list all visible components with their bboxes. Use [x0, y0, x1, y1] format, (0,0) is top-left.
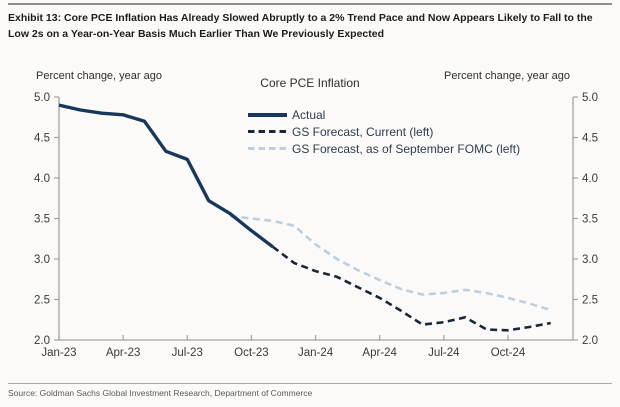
svg-text:2.5: 2.5	[34, 295, 50, 307]
legend-row-actual: Actual	[248, 106, 520, 123]
legend-label-actual: Actual	[292, 107, 326, 122]
svg-text:Jan-24: Jan-24	[298, 347, 334, 359]
svg-text:2.5: 2.5	[582, 295, 598, 307]
svg-text:Oct-24: Oct-24	[491, 347, 526, 359]
svg-text:Jul-23: Jul-23	[172, 347, 203, 359]
svg-text:5.0: 5.0	[34, 92, 50, 104]
legend: Actual GS Forecast, Current (left) GS Fo…	[248, 106, 520, 157]
source-text: Source: Goldman Sachs Global Investment …	[8, 388, 313, 398]
svg-text:Oct-23: Oct-23	[234, 347, 269, 359]
gs-september-fomc-line-swatch	[248, 146, 287, 151]
svg-text:2.0: 2.0	[582, 335, 598, 347]
svg-text:Jul-24: Jul-24	[428, 347, 460, 359]
top-divider	[8, 3, 612, 5]
legend-row-gs-current: GS Forecast, Current (left)	[248, 123, 520, 140]
actual-line-swatch	[248, 112, 287, 117]
svg-text:4.5: 4.5	[34, 133, 50, 145]
legend-row-gs-september-fomc: GS Forecast, as of September FOMC (left)	[248, 140, 520, 157]
left-axis-title: Percent change, year ago	[36, 70, 162, 82]
svg-text:4.0: 4.0	[34, 173, 50, 185]
right-axis-title: Percent change, year ago	[444, 70, 570, 82]
svg-text:Apr-23: Apr-23	[106, 347, 141, 359]
svg-text:3.5: 3.5	[34, 214, 50, 226]
chart-title: Core PCE Inflation	[260, 76, 360, 90]
svg-text:3.0: 3.0	[34, 254, 50, 266]
legend-label-gs-september-fomc: GS Forecast, as of September FOMC (left)	[292, 141, 521, 156]
svg-text:4.5: 4.5	[582, 133, 598, 145]
svg-text:Apr-24: Apr-24	[362, 347, 397, 359]
svg-text:2.0: 2.0	[34, 335, 50, 347]
bottom-divider	[8, 383, 612, 384]
svg-text:5.0: 5.0	[582, 92, 598, 104]
svg-text:4.0: 4.0	[582, 173, 598, 185]
gs-current-line-swatch	[248, 129, 287, 134]
legend-label-gs-current: GS Forecast, Current (left)	[292, 124, 434, 139]
svg-text:Jan-23: Jan-23	[41, 347, 76, 359]
svg-text:3.0: 3.0	[582, 254, 598, 266]
exhibit-title: Exhibit 13: Core PCE Inflation Has Alrea…	[8, 12, 593, 40]
svg-text:3.5: 3.5	[582, 214, 598, 226]
